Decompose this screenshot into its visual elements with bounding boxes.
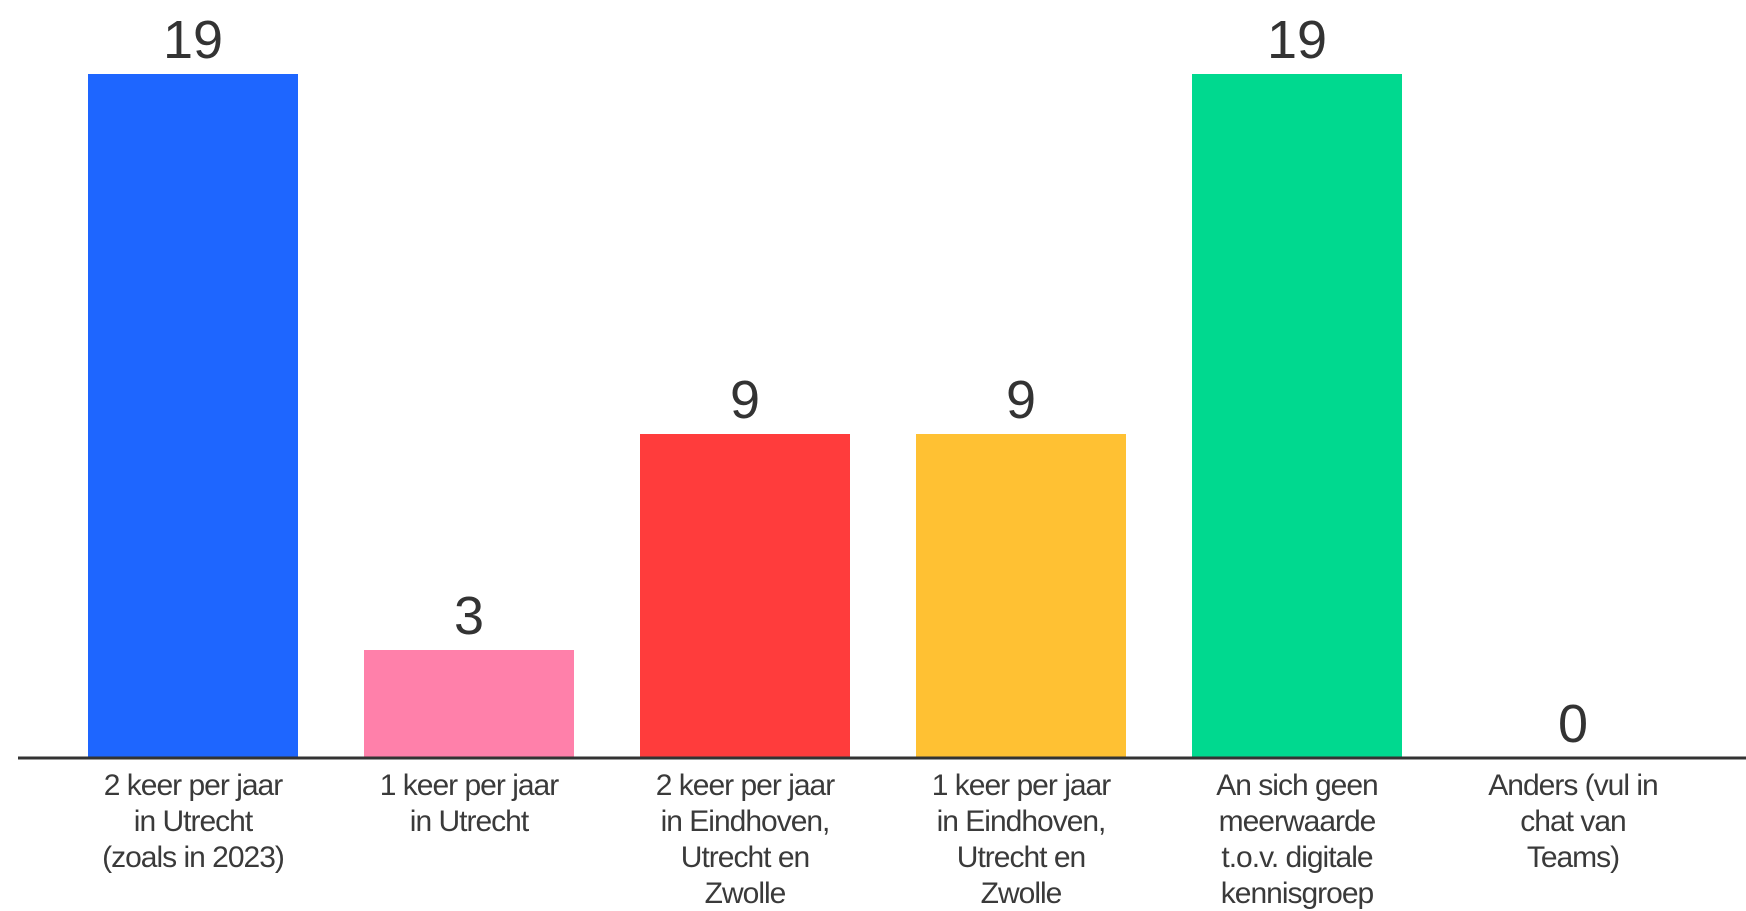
- category-label-1-line-1: in Utrecht: [410, 805, 530, 838]
- category-label-3-line-1: in Eindhoven,: [937, 805, 1106, 838]
- category-label-2-line-1: in Eindhoven,: [661, 805, 830, 838]
- category-label-4-line-0: An sich geen: [1216, 769, 1377, 802]
- category-label-0: 2 keer per jaar in Utrecht (zoals in 2023): [102, 769, 284, 874]
- category-label-4-line-2: t.o.v. digitale: [1221, 841, 1373, 874]
- category-label-2: 2 keer per jaar in Eindhoven, Utrecht en Zw…: [656, 769, 835, 910]
- category-label-3-line-3: Zwolle: [981, 877, 1062, 910]
- value-label-4: 19: [1267, 10, 1327, 70]
- bar-2: [640, 434, 850, 758]
- category-label-1: 1 keer per jaar in Utrecht: [380, 769, 559, 838]
- category-label-0-line-1: in Utrecht: [134, 805, 254, 838]
- value-label-3: 9: [1006, 370, 1036, 430]
- category-label-2-line-2: Utrecht en: [681, 841, 809, 874]
- category-label-3-line-2: Utrecht en: [957, 841, 1085, 874]
- category-label-0-line-2: (zoals in 2023): [102, 841, 284, 874]
- category-label-3: 1 keer per jaar in Eindhoven, Utrecht en Zw…: [932, 769, 1111, 910]
- category-label-5: Anders (vul in chat van Teams): [1488, 769, 1657, 874]
- bar-3: [916, 434, 1126, 758]
- category-label-3-line-0: 1 keer per jaar: [932, 769, 1111, 802]
- bar-1: [364, 650, 574, 758]
- value-label-0: 19: [163, 10, 223, 70]
- category-label-2-line-3: Zwolle: [705, 877, 786, 910]
- value-label-1: 3: [454, 586, 484, 646]
- category-label-2-line-0: 2 keer per jaar: [656, 769, 835, 802]
- bar-4: [1192, 74, 1402, 758]
- category-label-4-line-1: meerwaarde: [1219, 805, 1376, 838]
- category-label-4: An sich geen meerwaarde t.o.v. digitale ken…: [1216, 769, 1377, 910]
- value-label-5: 0: [1558, 694, 1588, 754]
- bar-0: [88, 74, 298, 758]
- category-label-5-line-0: Anders (vul in: [1488, 769, 1657, 802]
- value-label-2: 9: [730, 370, 760, 430]
- category-label-4-line-3: kennisgroep: [1221, 877, 1374, 910]
- category-label-5-line-2: Teams): [1527, 841, 1619, 874]
- category-label-1-line-0: 1 keer per jaar: [380, 769, 559, 802]
- category-label-5-line-1: chat van: [1520, 805, 1625, 838]
- category-label-0-line-0: 2 keer per jaar: [104, 769, 283, 802]
